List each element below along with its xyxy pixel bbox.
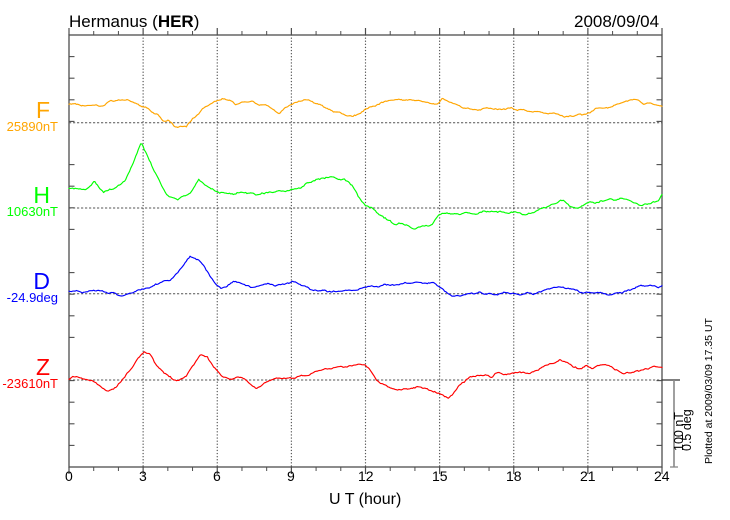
- svg-text:Plotted at 2009/03/09 17.35 UT: Plotted at 2009/03/09 17.35 UT: [703, 317, 715, 464]
- svg-text:0.5 deg: 0.5 deg: [680, 409, 694, 451]
